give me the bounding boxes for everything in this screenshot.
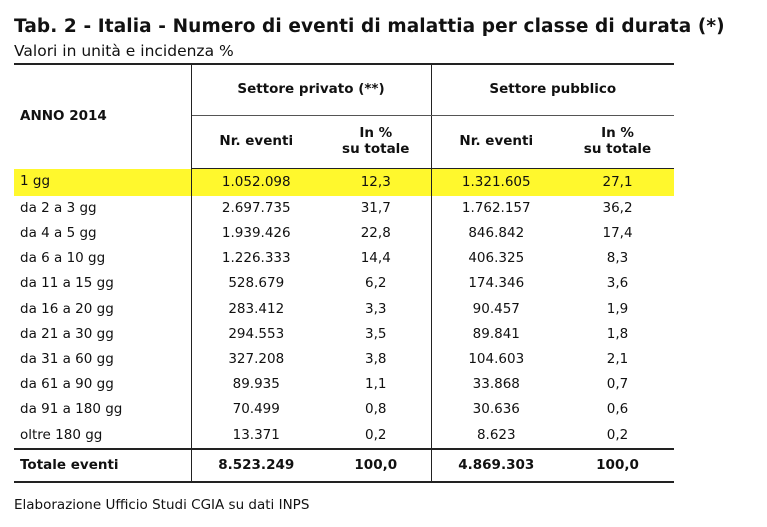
public-pct-cell: 8,3: [606, 250, 629, 267]
private-pct-cell: 0,2: [321, 422, 432, 449]
year-header: ANNO 2014: [14, 63, 192, 169]
table-body: 1 gg 1.052.098 12,3 1.321.605 27,1 da 2 a 3 g…: [14, 168, 675, 483]
private-pct-header-line1: In %: [359, 125, 393, 142]
source-note: Elaborazione Ufficio Studi CGIA su dati …: [14, 497, 310, 513]
private-pct-cell: 3,8: [321, 347, 432, 373]
private-events-cell: 327.208: [228, 350, 285, 367]
public-events-cell: 104.603: [468, 350, 525, 367]
private-pct-cell: 0,8: [321, 397, 432, 423]
duration-class-cell: da 16 a 20 gg: [14, 296, 192, 322]
table-row: da 61 a 90 gg 89.935 1,1 33.868 0,7: [14, 372, 674, 398]
public-pct-cell: 3,6: [606, 275, 629, 292]
public-pct-cell: 2,1: [606, 350, 629, 367]
duration-class-cell: 1 gg: [14, 168, 192, 196]
private-pct-cell: 12,3: [321, 168, 432, 196]
private-events-header: Nr. eventi: [191, 115, 321, 169]
private-pct-cell: 3,5: [321, 321, 432, 348]
total-label: Totale eventi: [14, 447, 192, 483]
private-events-cell: 13.371: [232, 426, 280, 443]
public-events-header: Nr. eventi: [431, 115, 562, 169]
total-private-events: 8.523.249: [191, 447, 321, 483]
table-row: da 91 a 180 gg 70.499 0,8 30.636 0,6: [14, 397, 674, 423]
public-pct-cell: 17,4: [602, 225, 633, 242]
public-events-cell: 30.636: [472, 401, 520, 418]
table-row: da 16 a 20 gg 283.412 3,3 90.457 1,9: [14, 296, 674, 322]
table-row: da 21 a 30 gg 294.553 3,5 89.841 1,8: [14, 321, 674, 348]
private-events-cell: 283.412: [228, 300, 285, 317]
table-row: da 6 a 10 gg 1.226.333 14,4 406.325 8,3: [14, 246, 674, 272]
private-pct-cell: 22,8: [321, 221, 432, 247]
public-pct-header: In % su totale: [561, 115, 675, 169]
private-events-cell: 2.697.735: [221, 199, 291, 216]
table-row: da 31 a 60 gg 327.208 3,8 104.603 2,1: [14, 347, 674, 373]
private-events-cell: 1.939.426: [221, 225, 291, 242]
duration-class-cell: da 91 a 180 gg: [14, 397, 192, 423]
public-events-cell: 33.868: [472, 376, 520, 393]
table-subtitle: Valori in unità e incidenza %: [14, 42, 234, 60]
private-events-cell: 1.226.333: [221, 250, 291, 267]
public-pct-cell: 1,8: [606, 325, 629, 342]
table-row: oltre 180 gg 13.371 0,2 8.623 0,2: [14, 422, 674, 449]
private-events-cell: 70.499: [232, 401, 280, 418]
private-pct-cell: 6,2: [321, 271, 432, 297]
total-row: Totale eventi 8.523.249 100,0 4.869.303 …: [14, 447, 675, 483]
duration-class-cell: oltre 180 gg: [14, 422, 192, 449]
duration-class-cell: da 11 a 15 gg: [14, 271, 192, 297]
table-title: Tab. 2 - Italia - Numero di eventi di ma…: [14, 16, 725, 37]
public-events-cell: 174.346: [468, 275, 525, 292]
public-events-cell: 1.762.157: [461, 199, 531, 216]
public-pct-cell: 0,2: [606, 426, 629, 443]
total-private-pct: 100,0: [321, 447, 432, 483]
private-pct-header: In % su totale: [321, 115, 432, 169]
duration-class-cell: da 2 a 3 gg: [14, 196, 192, 222]
table-row: da 11 a 15 gg 528.679 6,2 174.346 3,6: [14, 271, 674, 297]
table-row: da 2 a 3 gg 2.697.735 31,7 1.762.157 36,2: [14, 196, 674, 222]
private-pct-header-line2: su totale: [342, 141, 410, 157]
public-events-cell: 406.325: [468, 250, 525, 267]
private-pct-cell: 31,7: [321, 196, 432, 222]
public-sector-header: Settore pubblico: [431, 63, 675, 116]
duration-class-cell: da 31 a 60 gg: [14, 347, 192, 373]
duration-class-cell: da 61 a 90 gg: [14, 372, 192, 398]
duration-class-cell: da 6 a 10 gg: [14, 246, 192, 272]
public-pct-cell: 1,9: [606, 300, 629, 317]
private-events-cell: 89.935: [232, 376, 280, 393]
total-public-events: 4.869.303: [431, 447, 562, 483]
sick-leave-events-table: ANNO 2014 Settore privato (**) Settore p…: [14, 63, 675, 483]
public-events-cell: 89.841: [472, 325, 520, 342]
public-pct-cell: 27,1: [561, 168, 675, 196]
private-pct-cell: 14,4: [321, 246, 432, 272]
private-pct-cell: 3,3: [321, 296, 432, 322]
table-row: 1 gg 1.052.098 12,3 1.321.605 27,1: [14, 168, 675, 196]
public-events-cell: 1.321.605: [431, 168, 562, 196]
public-pct-cell: 0,6: [606, 401, 629, 418]
private-events-cell: 294.553: [228, 325, 285, 342]
total-public-pct: 100,0: [561, 447, 675, 483]
table-row: da 4 a 5 gg 1.939.426 22,8 846.842 17,4: [14, 221, 674, 247]
public-pct-header-line2: su totale: [583, 141, 652, 157]
public-events-cell: 846.842: [468, 225, 525, 242]
private-events-cell: 528.679: [228, 275, 285, 292]
public-pct-cell: 36,2: [602, 199, 633, 216]
public-events-cell: 90.457: [472, 300, 520, 317]
private-pct-cell: 1,1: [321, 372, 432, 398]
public-pct-header-line1: In %: [601, 125, 634, 142]
public-pct-cell: 0,7: [606, 376, 629, 393]
private-events-cell: 1.052.098: [191, 168, 321, 196]
public-events-cell: 8.623: [476, 426, 516, 443]
duration-class-cell: da 21 a 30 gg: [14, 321, 192, 348]
private-sector-header: Settore privato (**): [191, 63, 432, 116]
duration-class-cell: da 4 a 5 gg: [14, 221, 192, 247]
